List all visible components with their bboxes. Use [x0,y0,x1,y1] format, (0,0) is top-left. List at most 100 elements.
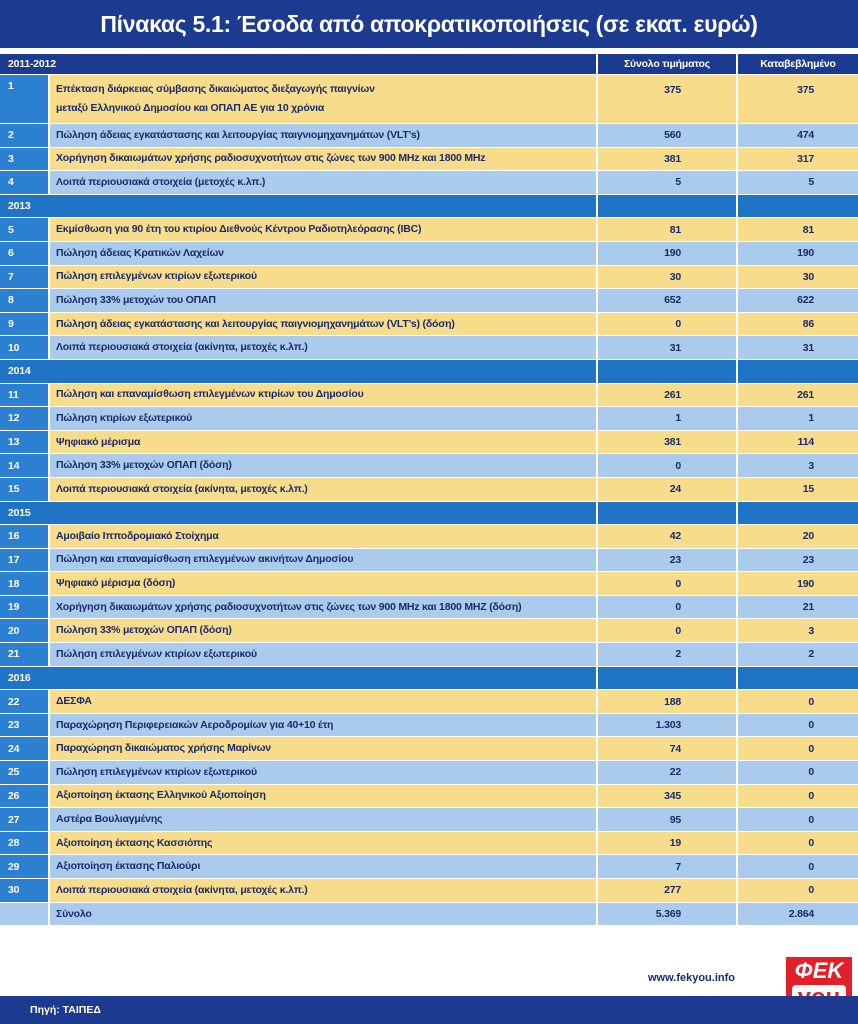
description-line: Πώληση και επαναμίσθωση επιλεγμένων ακιν… [56,553,354,566]
paid-value: 86 [802,318,814,331]
description-line: Λοιπά περιουσιακά στοιχεία (ακίνητα, μετ… [56,883,308,896]
data-row: 28 Αξιοποίηση έκτασης Κασσιόπης 19 0 [0,831,858,856]
description-line: Λοιπά περιουσιακά στοιχεία (ακίνητα, μετ… [56,341,308,354]
empty-cell [598,666,738,690]
paid-value: 30 [802,270,814,283]
total-value: 277 [598,879,738,902]
year-label: 2014 [0,359,598,383]
year-row: 2015 [0,501,858,526]
description: Λοιπά περιουσιακά στοιχεία (μετοχές κ.λπ… [50,171,598,194]
description-line: Πώληση 33% μετοχών ΟΠΑΠ (δόση) [56,624,232,637]
row-number: 18 [0,572,50,595]
data-row: 17 Πώληση και επαναμίσθωση επιλεγμένων ακ… [0,548,858,573]
data-row: 13 Ψηφιακό μέρισμα 381 114 [0,430,858,455]
description-line: Παραχώρηση Περιφερειακών Αεροδρομίων για… [56,718,334,731]
table: 2011-2012 Σύνολο τιμήματος Καταβεβλημένο 1 Ε… [0,54,858,927]
total-value: 74 [598,737,738,761]
row-number: 10 [0,336,50,359]
row-number: 3 [0,147,50,171]
row-number: 1 [0,75,50,123]
row-number: 11 [0,383,50,407]
data-row: 25 Πώληση επιλεγμένων κτιρίων εξωτερικού 2… [0,761,858,785]
paid-value: 622 [797,294,814,307]
row-number: 2 [0,124,50,147]
empty-cell [598,501,738,525]
description-line: Πώληση άδειας Κρατικών Λαχείων [56,246,224,259]
row-number: 23 [0,713,50,737]
description-line: Επέκταση διάρκειας σύμβασης δικαιώματος … [56,83,375,95]
total-value: 24 [598,477,738,501]
description: Πώληση 33% μετοχών του ΟΠΑΠ [50,289,598,312]
paid-value: 3 [808,459,814,472]
data-row: 21 Πώληση επιλεγμένων κτιρίων εξωτερικού 2… [0,643,858,667]
data-row: 16 Αμοιβαίο Ιπποδρομιακό Στοίχημα 42 20 [0,525,858,549]
paid-value: 0 [808,860,814,873]
header-row: 2011-2012 Σύνολο τιμήματος Καταβεβλημένο [0,54,858,75]
website: www.fekyou.info [648,972,735,984]
total-value: 345 [598,784,738,808]
paid-value: 5 [808,176,814,189]
description-line: Πώληση άδειας εγκατάστασης και λειτουργί… [56,128,420,141]
paid-value: 0 [808,813,814,826]
description-line: μεταξύ Ελληνικού Δημοσίου και ΟΠΑΠ ΑΕ γι… [56,102,325,114]
logo-text: ΦΕΚ [794,958,844,983]
total-value: 7 [598,855,738,878]
row-number: 27 [0,808,50,831]
description: Πώληση και επαναμίσθωση επιλεγμένων ακιν… [50,548,598,572]
total-value: 2 [598,643,738,666]
total-value: 19 [598,831,738,855]
description-line: Παραχώρηση δικαιώματος χρήσης Μαρίνων [56,742,271,755]
description-line: Χορήγηση δικαιωμάτων χρήσης ραδιοσυχνοτή… [56,152,486,165]
description: Πώληση άδειας εγκατάστασης και λειτουργί… [50,124,598,147]
data-row: 22 ΔΕΣΦΑ 188 0 [0,690,858,714]
description-line: Αμοιβαίο Ιπποδρομιακό Στοίχημα [56,529,219,542]
total-label: Σύνολο [50,902,598,926]
data-row: 30 Λοιπά περιουσιακά στοιχεία (ακίνητα, μ… [0,879,858,903]
row-number: 17 [0,548,50,572]
paid-value: 0 [808,766,814,779]
description: Πώληση επιλεγμένων κτιρίων εξωτερικού [50,643,598,666]
total-value: 31 [598,336,738,359]
total-value: 560 [598,124,738,147]
total-value: 381 [598,147,738,171]
total-value: 95 [598,808,738,831]
data-row: 26 Αξιοποίηση έκτασης Ελληνικού Αξιοποίησ… [0,784,858,809]
year-row: 2014 [0,359,858,384]
paid-value: 114 [797,436,815,449]
row-number: 20 [0,619,50,643]
paid-value: 190 [797,247,814,260]
description-line: Πώληση κτιρίων εξωτερικού [56,411,193,424]
data-row: 4 Λοιπά περιουσιακά στοιχεία (μετοχές κ.λ… [0,171,858,195]
description: Αξιοποίηση έκτασης Κασσιόπης [50,831,598,855]
data-row: 7 Πώληση επιλεγμένων κτιρίων εξωτερικού 30… [0,265,858,290]
total-value: 23 [598,548,738,572]
total-value: 190 [598,241,738,265]
empty-cell [598,194,738,218]
empty-cell [738,360,858,383]
description-line: Αξιοποίηση έκτασης Κασσιόπης [56,836,213,849]
row-number: 9 [0,312,50,336]
row-number: 15 [0,477,50,501]
description: Αστέρα Βουλιαγμένης [50,808,598,831]
total-value: 188 [598,690,738,713]
paid-value: 3 [808,624,814,637]
description: Αξιοποίηση έκτασης Ελληνικού Αξιοποίηση [50,784,598,808]
total-value: 42 [598,525,738,548]
data-row: 2 Πώληση άδειας εγκατάστασης και λειτουργ… [0,124,858,148]
total-value: 1.303 [598,713,738,737]
description-line: Πώληση επιλεγμένων κτιρίων εξωτερικού [56,270,257,283]
year-label: 2013 [0,194,598,218]
paid-value: 81 [802,223,814,236]
paid-value: 0 [808,884,814,897]
description-line: Πώληση 33% μετοχών του ΟΠΑΠ [56,293,216,306]
description: Πώληση 33% μετοχών ΟΠΑΠ (δόση) [50,454,598,477]
total-value: 0 [598,454,738,477]
description: Παραχώρηση Περιφερειακών Αεροδρομίων για… [50,713,598,737]
description: Πώληση επιλεγμένων κτιρίων εξωτερικού [50,265,598,289]
paid-value: 21 [802,601,814,614]
description: Ψηφιακό μέρισμα (δόση) [50,572,598,595]
data-row: 9 Πώληση άδειας εγκατάστασης και λειτουργ… [0,312,858,337]
description-line: Λοιπά περιουσιακά στοιχεία (μετοχές κ.λπ… [56,175,266,188]
data-row: 8 Πώληση 33% μετοχών του ΟΠΑΠ 652 622 [0,289,858,313]
description: Αξιοποίηση έκτασης Παλιούρι [50,855,598,878]
